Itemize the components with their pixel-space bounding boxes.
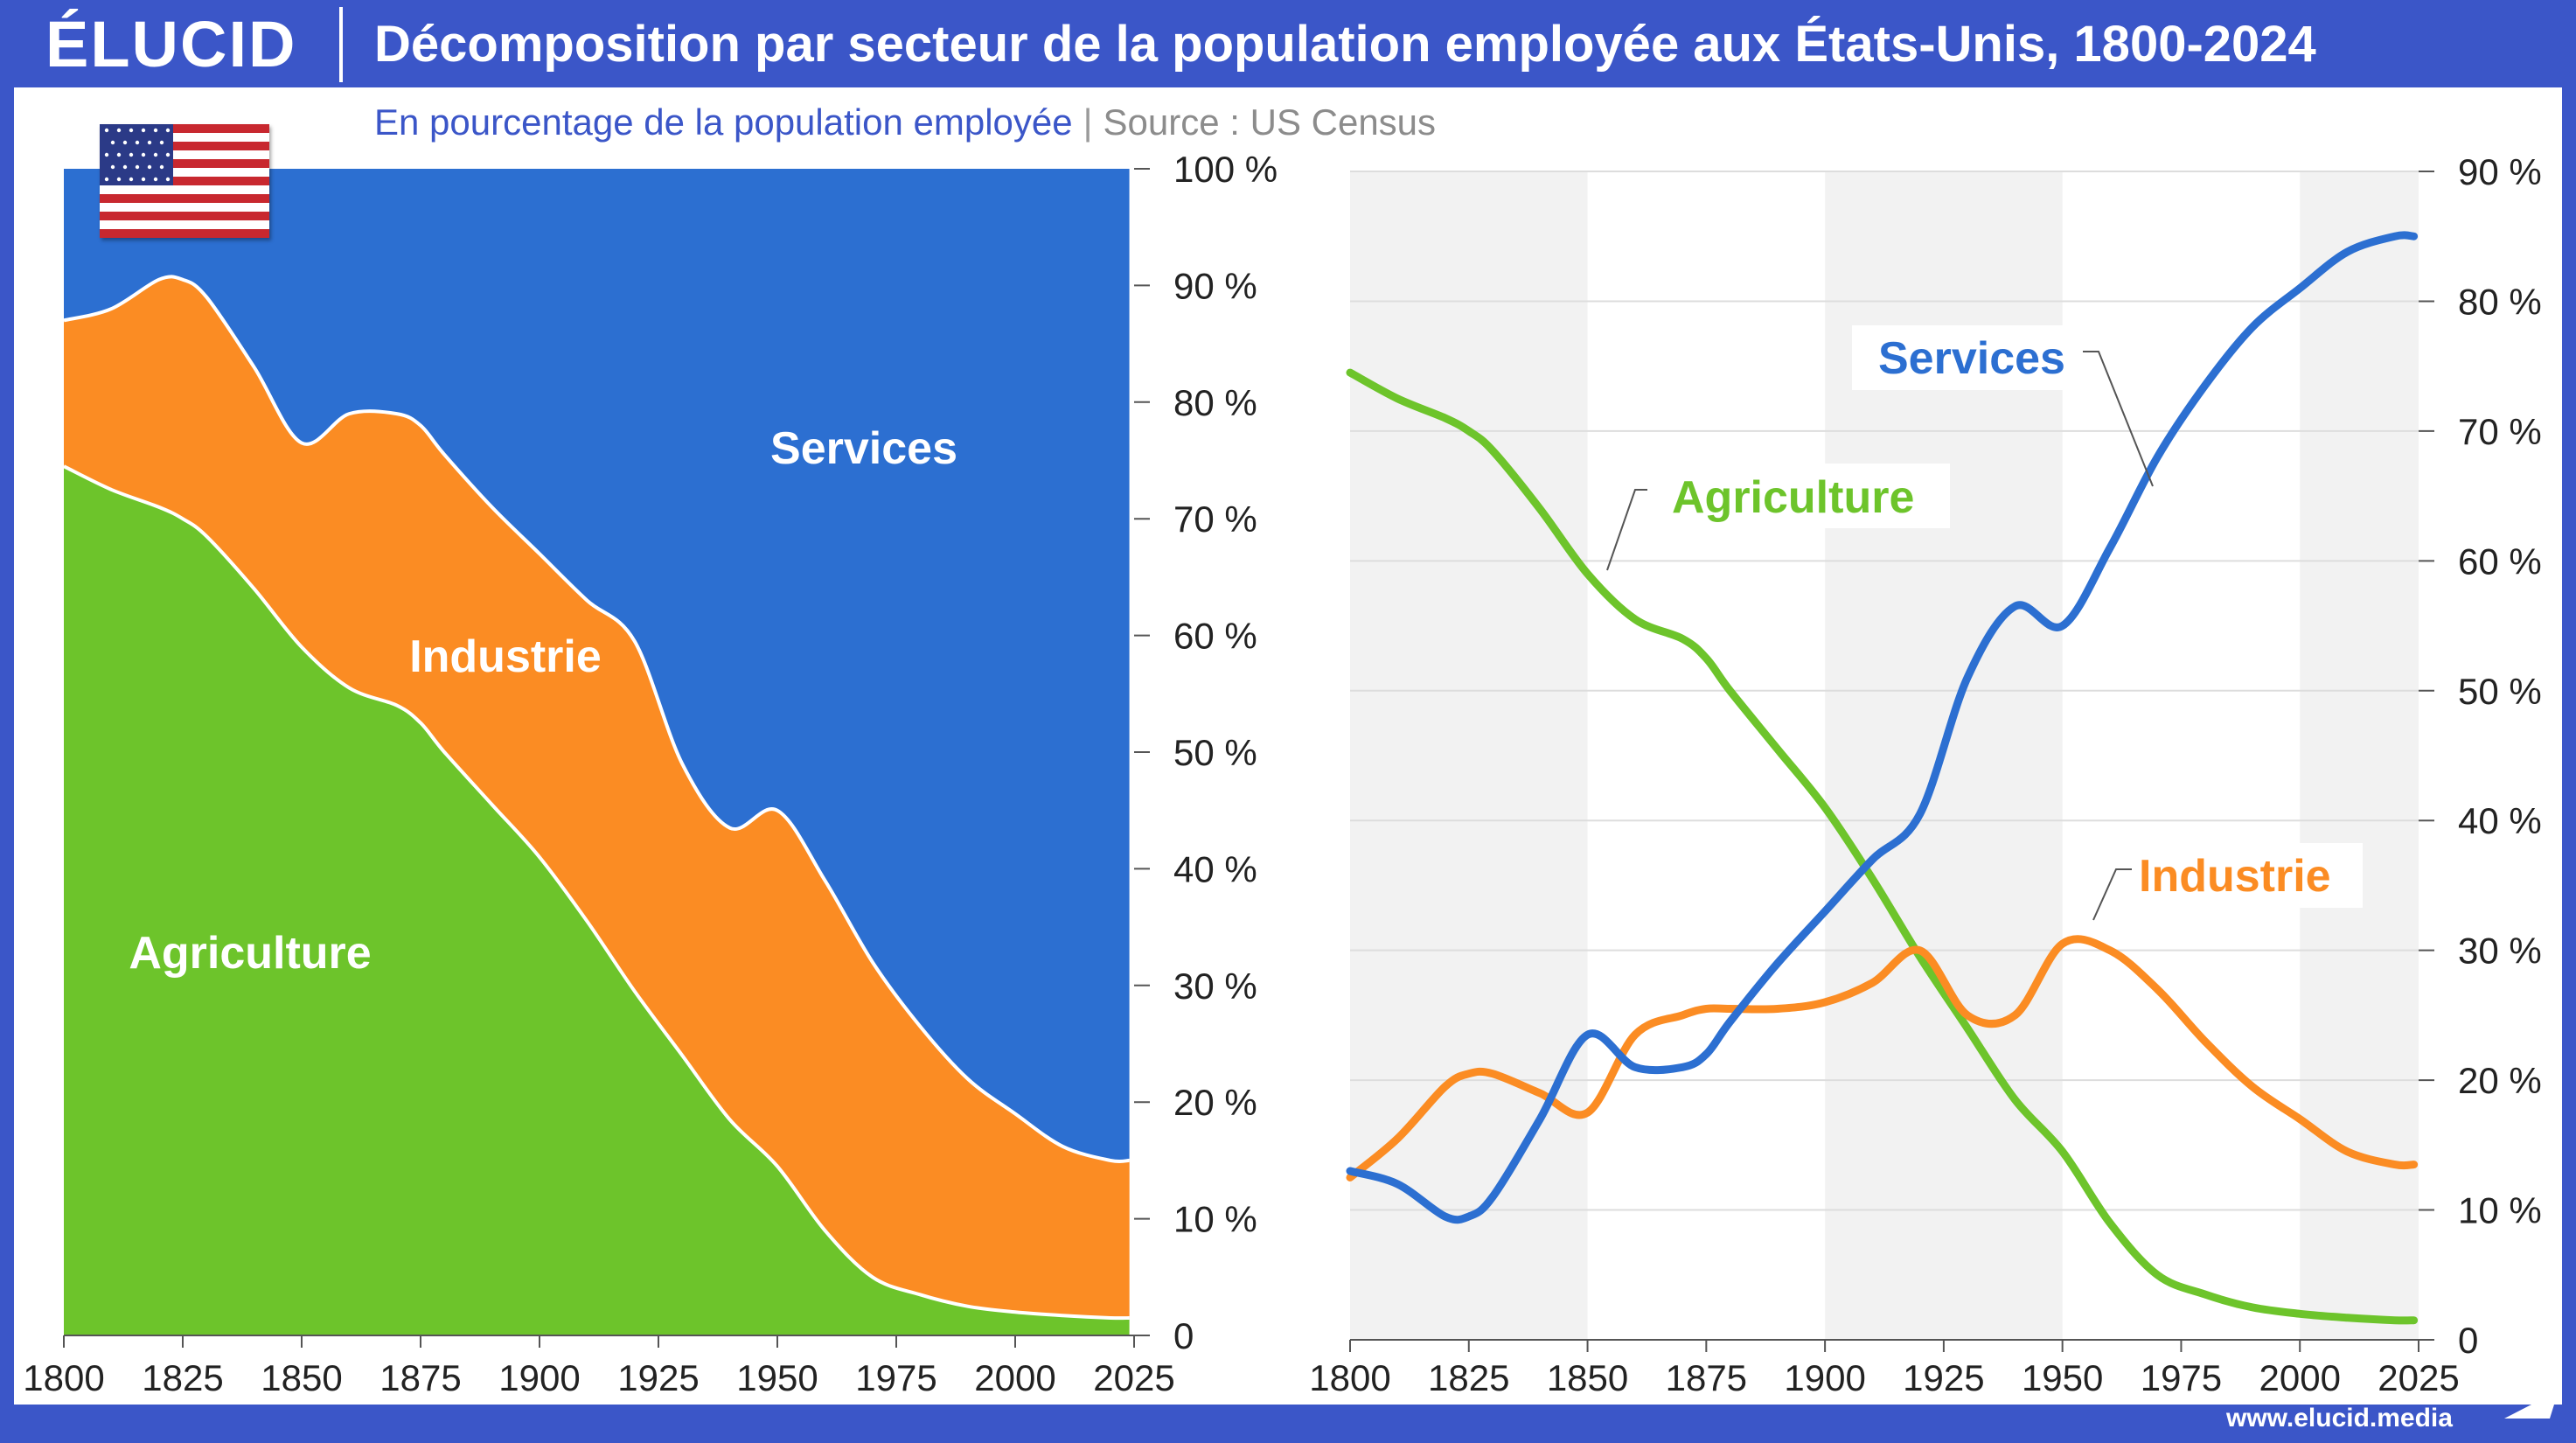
x-tick-label-right: 1950 bbox=[2022, 1357, 2103, 1398]
header-bar: ÉLUCID Décomposition par secteur de la p… bbox=[0, 0, 2576, 87]
y-tick-label-left: 0 bbox=[1173, 1315, 1194, 1356]
y-tick-label-left: 70 % bbox=[1173, 498, 1257, 540]
leader-agriculture bbox=[1606, 489, 1647, 571]
label-bg-industrie bbox=[2118, 843, 2363, 908]
y-tick-label-left: 80 % bbox=[1173, 382, 1257, 423]
label-services-area: Services bbox=[770, 423, 957, 474]
y-tick-label-right: 20 % bbox=[2458, 1060, 2542, 1101]
leader-industrie bbox=[2092, 868, 2132, 921]
x-tick-label-right: 2000 bbox=[2259, 1357, 2341, 1398]
y-tick-label-right: 40 % bbox=[2458, 800, 2542, 841]
x-tick-label-right: 1975 bbox=[2141, 1357, 2222, 1398]
y-tick-label-left: 30 % bbox=[1173, 965, 1257, 1007]
y-tick-label-right: 10 % bbox=[2458, 1190, 2542, 1231]
x-tick-label-left: 1950 bbox=[736, 1357, 818, 1398]
footer-url: www.elucid.media bbox=[2226, 1404, 2453, 1433]
subtitle-separator: | bbox=[1083, 101, 1093, 143]
elucid-logo: ÉLUCID bbox=[45, 8, 297, 80]
shaded-band bbox=[2300, 171, 2419, 1340]
area-agriculture bbox=[64, 466, 1130, 1335]
elucid-arrow-icon bbox=[2504, 1391, 2559, 1419]
y-tick-label-left: 10 % bbox=[1173, 1199, 1257, 1240]
y-tick-label-left: 90 % bbox=[1173, 265, 1257, 306]
boundary-line-upper bbox=[63, 275, 1130, 1164]
y-tick-label-right: 0 bbox=[2458, 1320, 2478, 1361]
x-tick-label-left: 1875 bbox=[379, 1357, 461, 1398]
us-flag-icon bbox=[100, 124, 269, 238]
series-line-services bbox=[1346, 231, 2419, 1224]
y-tick-label-right: 80 % bbox=[2458, 281, 2542, 322]
x-tick-label-right: 1825 bbox=[1428, 1357, 1509, 1398]
flag-stars bbox=[104, 128, 171, 182]
shaded-band bbox=[1350, 171, 1588, 1340]
area-industrie-fill bbox=[64, 276, 1130, 1319]
header-divider bbox=[339, 7, 343, 82]
x-tick-label-left: 2025 bbox=[1093, 1357, 1174, 1398]
chart-title: Décomposition par secteur de la populati… bbox=[374, 16, 2316, 73]
y-tick-label-right: 50 % bbox=[2458, 671, 2542, 712]
x-tick-label-right: 1875 bbox=[1666, 1357, 1747, 1398]
label-industrie-line: Industrie bbox=[2139, 851, 2331, 902]
label-bg-services bbox=[1852, 325, 2081, 390]
x-tick-label-right: 1850 bbox=[1547, 1357, 1628, 1398]
x-tick-label-left: 1850 bbox=[261, 1357, 342, 1398]
subtitle-line: En pourcentage de la population employée… bbox=[374, 98, 1436, 147]
series-line-agriculture bbox=[1346, 368, 2419, 1325]
stacked-area-chart bbox=[63, 168, 1150, 1348]
y-tick-label-right: 70 % bbox=[2458, 411, 2542, 452]
y-tick-label-left: 60 % bbox=[1173, 616, 1257, 657]
label-agriculture-area: Agriculture bbox=[129, 928, 371, 979]
y-tick-label-right: 30 % bbox=[2458, 931, 2542, 972]
label-bg-agriculture bbox=[1653, 464, 1950, 528]
x-tick-label-right: 1925 bbox=[1903, 1357, 1984, 1398]
x-tick-label-left: 1825 bbox=[142, 1357, 223, 1398]
source-note: Source : US Census bbox=[1103, 101, 1437, 143]
x-tick-label-left: 1800 bbox=[23, 1357, 104, 1398]
x-tick-label-right: 1800 bbox=[1309, 1357, 1390, 1398]
area-services bbox=[64, 169, 1130, 1162]
x-tick-label-left: 1975 bbox=[855, 1357, 936, 1398]
chart-subtitle: En pourcentage de la population employée bbox=[374, 101, 1073, 143]
y-tick-label-left: 20 % bbox=[1173, 1082, 1257, 1123]
y-tick-label-left: 50 % bbox=[1173, 732, 1257, 773]
flag-canton bbox=[100, 124, 173, 185]
y-tick-label-left: 100 % bbox=[1173, 149, 1278, 190]
leader-services bbox=[2083, 351, 2154, 487]
x-tick-label-left: 2000 bbox=[974, 1357, 1055, 1398]
x-tick-label-right: 2025 bbox=[2378, 1357, 2459, 1398]
label-industrie-area: Industrie bbox=[409, 631, 602, 682]
x-tick-label-left: 1900 bbox=[498, 1357, 580, 1398]
boundary-line-lower bbox=[63, 464, 1130, 1321]
x-tick-label-right: 1900 bbox=[1784, 1357, 1865, 1398]
line-chart bbox=[1346, 171, 2434, 1352]
x-tick-label-left: 1925 bbox=[617, 1357, 699, 1398]
series-line-industrie bbox=[1346, 935, 2419, 1182]
y-tick-label-right: 90 % bbox=[2458, 151, 2542, 192]
y-tick-label-left: 40 % bbox=[1173, 848, 1257, 889]
label-services-line: Services bbox=[1878, 333, 2065, 384]
label-agriculture-line: Agriculture bbox=[1672, 472, 1914, 523]
y-tick-label-right: 60 % bbox=[2458, 540, 2542, 582]
